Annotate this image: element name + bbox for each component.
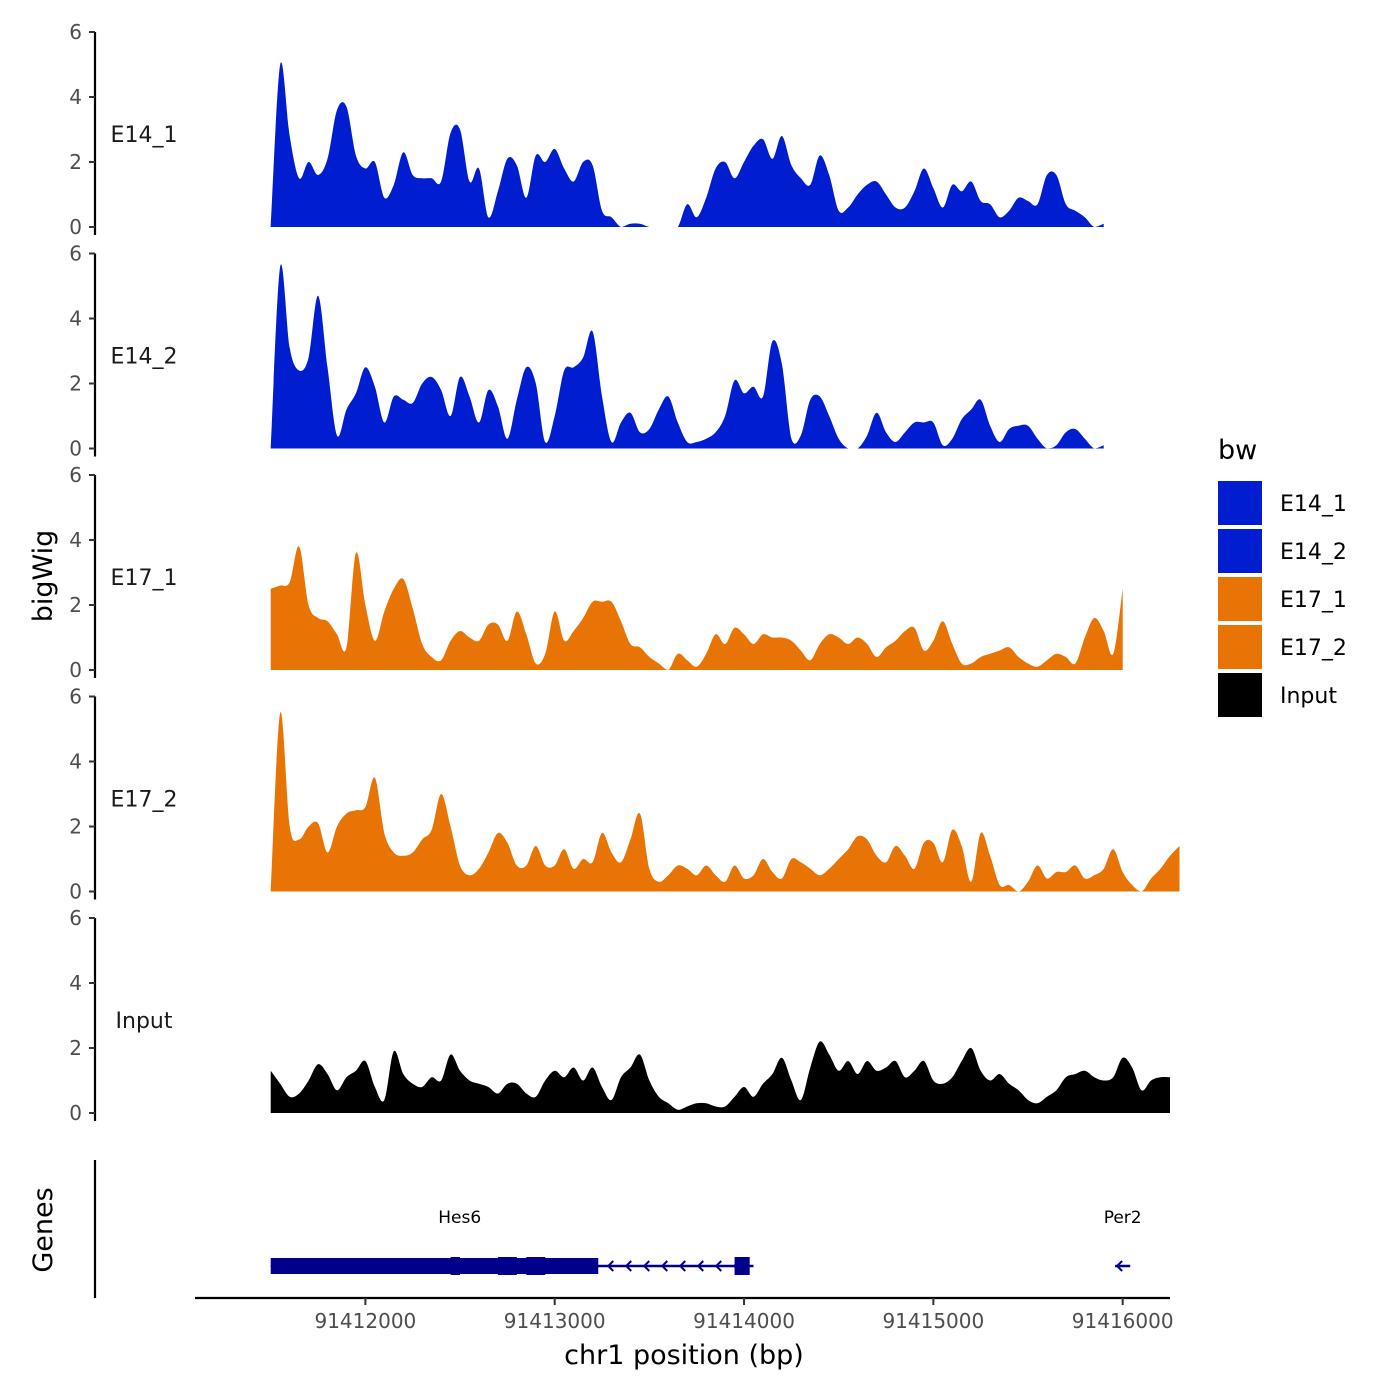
y-tick-label: 0 — [69, 437, 82, 461]
signal-area-E17_1 — [270, 546, 1123, 670]
track-label: Input — [116, 1009, 173, 1034]
legend-swatch — [1218, 673, 1262, 717]
x-tick-label: 91412000 — [314, 1309, 416, 1333]
track-E14_1: 0 2 4 6 E14_1 — [69, 20, 1104, 239]
y-tick-label: 4 — [69, 85, 82, 109]
signal-area-E14_2 — [270, 264, 1104, 449]
x-tick-label: 91415000 — [882, 1309, 984, 1333]
track-E14_2: 0 2 4 6 E14_2 — [69, 242, 1104, 461]
gene-exon — [450, 1257, 461, 1275]
strand-arrow — [642, 1260, 650, 1272]
signal-area-Input — [270, 1041, 1170, 1113]
legend-label: E17_1 — [1280, 588, 1347, 613]
legend-label: E14_2 — [1280, 540, 1347, 565]
genes-axis-title: Genes — [28, 1187, 59, 1272]
y-tick-label: 4 — [69, 528, 82, 552]
gene-label: Hes6 — [438, 1208, 481, 1228]
y-tick-label: 2 — [69, 372, 82, 396]
legend-item-E14_1: E14_1 — [1218, 481, 1347, 525]
legend-item-E14_2: E14_2 — [1218, 529, 1347, 573]
x-tick-label: 91413000 — [504, 1309, 606, 1333]
gene-Hes6: Hes6 — [270, 1208, 754, 1275]
y-tick-label: 2 — [69, 593, 82, 617]
y-tick-label: 2 — [69, 150, 82, 174]
signal-area-E17_2 — [270, 711, 1180, 892]
legend-item-Input: Input — [1218, 673, 1337, 717]
genes-track: Hes6 Per2 — [93, 1160, 1142, 1298]
y-tick-label: 2 — [69, 1036, 82, 1060]
legend-swatch — [1218, 529, 1262, 573]
signal-area-E14_1 — [270, 62, 1104, 228]
x-axis-title: chr1 position (bp) — [564, 1340, 804, 1371]
gene-label: Per2 — [1104, 1208, 1142, 1228]
track-label: E14_2 — [111, 345, 178, 370]
gene-exon — [497, 1257, 517, 1275]
y-tick-label: 6 — [69, 20, 82, 44]
strand-arrow — [1115, 1260, 1123, 1272]
y-tick-label: 6 — [69, 906, 82, 930]
y-tick-label: 0 — [69, 215, 82, 239]
track-E17_2: 0 2 4 6 E17_2 — [69, 685, 1180, 904]
y-tick-label: 6 — [69, 463, 82, 487]
y-tick-label: 4 — [69, 750, 82, 774]
track-label: E17_2 — [111, 788, 178, 813]
y-tick-label: 4 — [69, 307, 82, 331]
gene-exon — [526, 1257, 546, 1275]
strand-arrow — [606, 1260, 614, 1272]
strand-arrow — [678, 1260, 686, 1272]
track-label: E14_1 — [111, 123, 178, 148]
legend-swatch — [1218, 577, 1262, 621]
y-tick-label: 0 — [69, 658, 82, 682]
strand-arrow — [696, 1260, 704, 1272]
strand-arrow — [732, 1260, 740, 1272]
legend-label: Input — [1280, 684, 1337, 709]
y-tick-label: 6 — [69, 242, 82, 266]
legend-label: E14_1 — [1280, 492, 1347, 517]
y-tick-label: 0 — [69, 1101, 82, 1125]
legend-item-E17_2: E17_2 — [1218, 625, 1347, 669]
signal-tracks: 0 2 4 6 E14_1 0 2 4 6 E14_2 0 2 4 6 E17_1 0 2 4 6 E17_2 0 2 4 6… — [69, 20, 1180, 1125]
y-tick-label: 2 — [69, 815, 82, 839]
y-axis-title: bigWig — [28, 530, 59, 623]
track-E17_1: 0 2 4 6 E17_1 — [69, 463, 1123, 682]
gene-exon — [734, 1257, 750, 1275]
legend-item-E17_1: E17_1 — [1218, 577, 1347, 621]
gene-Per2: Per2 — [1104, 1208, 1142, 1272]
legend-title: bw — [1218, 435, 1257, 466]
legend: bw E14_1 E14_2 E17_1 E17_2 Input — [1218, 435, 1347, 717]
x-tick-label: 91416000 — [1072, 1309, 1174, 1333]
x-tick-label: 91414000 — [693, 1309, 795, 1333]
y-tick-label: 4 — [69, 971, 82, 995]
x-axis: 91412000 91413000 91414000 91415000 91416000 — [195, 1296, 1174, 1333]
strand-arrow — [624, 1260, 632, 1272]
track-label: E17_1 — [111, 566, 178, 591]
legend-label: E17_2 — [1280, 636, 1347, 661]
y-tick-label: 0 — [69, 880, 82, 904]
track-Input: 0 2 4 6 Input — [69, 906, 1170, 1125]
legend-swatch — [1218, 625, 1262, 669]
gene-cds-block — [270, 1258, 599, 1274]
strand-arrow — [660, 1260, 668, 1272]
y-tick-label: 6 — [69, 685, 82, 709]
strand-arrow — [714, 1260, 722, 1272]
legend-swatch — [1218, 481, 1262, 525]
